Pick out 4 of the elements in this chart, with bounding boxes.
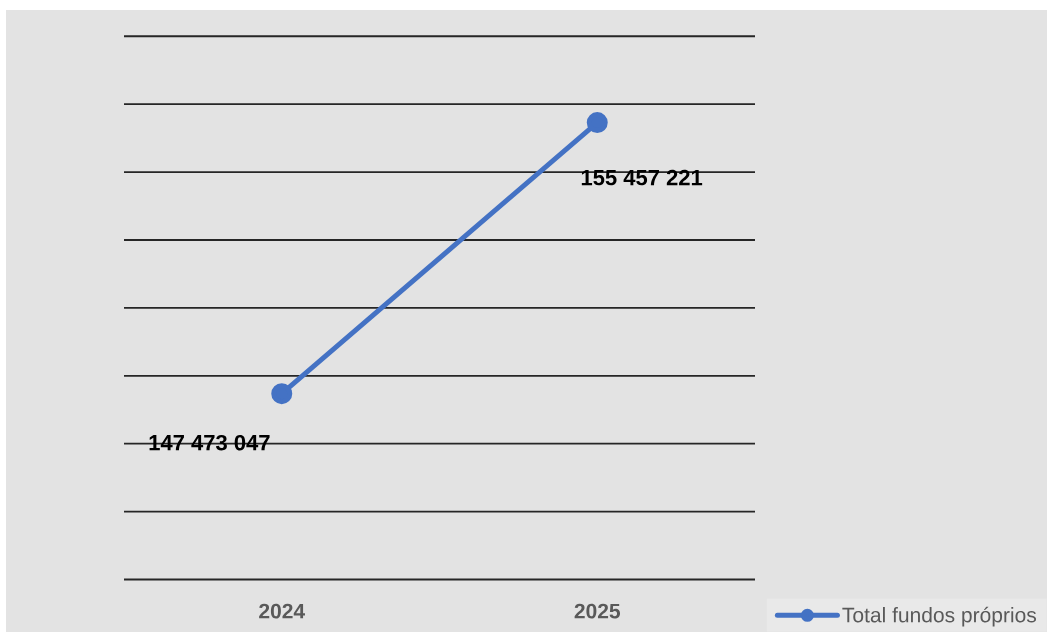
x-tick-label: 2025: [574, 603, 621, 619]
data-label: 155 457 221: [581, 169, 703, 186]
legend-label: Total fundos próprios: [842, 606, 1037, 627]
x-tick-label: 2024: [259, 603, 305, 619]
